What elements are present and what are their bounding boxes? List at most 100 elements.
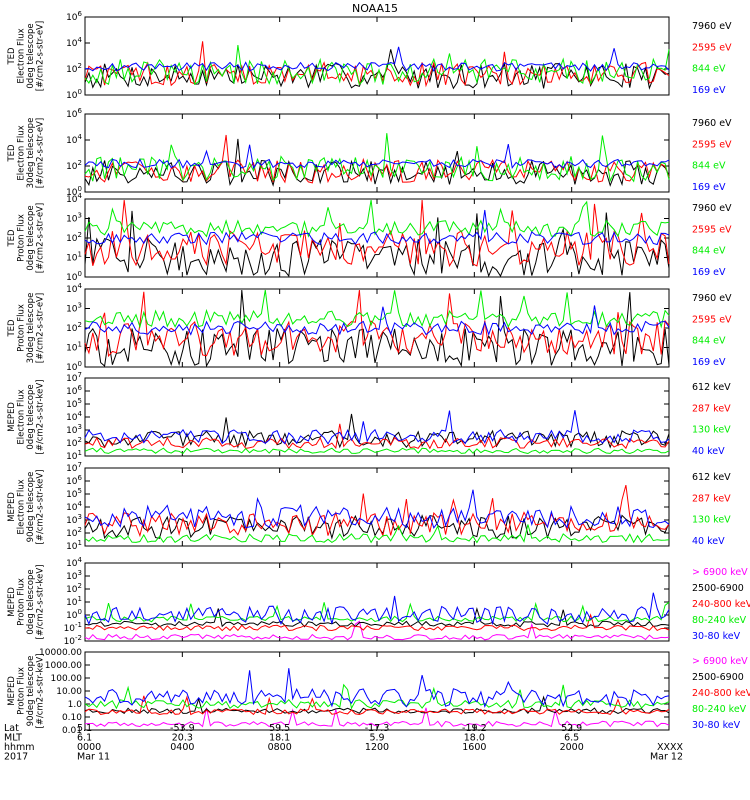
y-tick-label: 103 xyxy=(66,423,82,436)
legend-entry: 2595 eV xyxy=(692,314,732,325)
y-tick-label: 1000.00 xyxy=(45,661,82,671)
y-tick-label: 101 xyxy=(66,595,82,608)
x-axis-value: Mar 12 xyxy=(650,752,683,763)
series-line-3 xyxy=(84,199,670,239)
y-tick-label: 0.01 xyxy=(62,726,82,736)
y-tick-label: 101 xyxy=(66,341,82,354)
series-line-4 xyxy=(84,489,670,529)
series-line-2 xyxy=(84,289,670,358)
y-tick-label: 100 xyxy=(66,88,82,101)
series-line-3 xyxy=(84,695,670,716)
series-line-3 xyxy=(84,133,670,183)
legend-entry: 40 keV xyxy=(692,446,725,457)
y-tick-label: 0.10 xyxy=(62,713,82,723)
y-tick-label: 104 xyxy=(66,282,82,295)
y-tick-label: 102 xyxy=(66,62,82,75)
legend-entry: 844 eV xyxy=(692,64,726,75)
x-axis-value: 1200 xyxy=(365,742,389,753)
y-tick-label: 105 xyxy=(66,397,82,410)
y-axis-label: MEPEDProton Flux0deg telescope[#/cm2-s-s… xyxy=(7,565,46,640)
series-line-3 xyxy=(84,613,670,632)
y-tick-label: 104 xyxy=(66,133,82,146)
legend-entry: 7960 eV xyxy=(692,293,732,304)
legend-entry: 844 eV xyxy=(692,336,726,347)
legend-entry: 7960 eV xyxy=(692,118,732,129)
legend-entry: 80-240 keV xyxy=(692,704,747,715)
legend-entry: 40 keV xyxy=(692,536,725,547)
y-axis-label: TEDElectron Flux30deg telescope[#/cm2-s-… xyxy=(7,118,46,189)
panel-frame xyxy=(84,651,670,731)
legend-entry: 30-80 keV xyxy=(692,631,741,642)
y-tick-label: 105 xyxy=(66,487,82,500)
legend-entry: 2595 eV xyxy=(692,42,732,53)
series-line-4 xyxy=(84,410,670,445)
legend-entry: 612 keV xyxy=(692,472,731,483)
x-axis-value: Mar 11 xyxy=(77,752,110,763)
y-tick-label: 103 xyxy=(66,212,82,225)
series-line-5 xyxy=(84,592,670,626)
y-axis-label: MEPEDProton Flux90deg telescope[#/cm2-s-… xyxy=(7,654,46,729)
legend-entry: 287 keV xyxy=(692,403,731,414)
panel-frame xyxy=(84,16,670,96)
legend-entry: > 6900 keV xyxy=(692,656,748,667)
legend-entry: 844 eV xyxy=(692,161,726,172)
y-tick-label: 103 xyxy=(66,569,82,582)
y-tick-label: 104 xyxy=(66,36,82,49)
series-line-2 xyxy=(84,41,670,88)
x-axis-value: 18.0 xyxy=(464,733,485,744)
series-line-1 xyxy=(84,210,670,278)
series-line-4 xyxy=(84,683,670,710)
legend-entry: 30-80 keV xyxy=(692,720,741,731)
y-tick-label: 104 xyxy=(66,556,82,569)
y-tick-label: 103 xyxy=(66,513,82,526)
series-line-1 xyxy=(84,138,670,187)
y-tick-label: 101 xyxy=(66,539,82,552)
x-row-label: MLT xyxy=(4,733,22,744)
x-axis-value: -19.2 xyxy=(462,723,487,734)
series-line-1 xyxy=(84,620,670,641)
x-row-label: Lat xyxy=(4,723,19,734)
series-line-3 xyxy=(84,524,670,544)
y-tick-label: 10-2 xyxy=(64,634,82,647)
legend-entry: 2595 eV xyxy=(692,139,732,150)
y-tick-label: 106 xyxy=(66,107,82,120)
x-axis-value: 5.9 xyxy=(369,733,384,744)
series-line-1 xyxy=(84,289,670,368)
x-axis-value: 18.1 xyxy=(269,733,290,744)
legend-entry: 240-800 keV xyxy=(692,688,750,699)
y-tick-label: 10.00 xyxy=(56,687,82,697)
series-line-5 xyxy=(84,668,670,708)
y-axis-label: TEDProton Flux30deg telescope[#/cm2-s-st… xyxy=(7,293,46,364)
x-axis-value: 0000 xyxy=(77,742,101,753)
x-axis-value: 20.3 xyxy=(172,733,193,744)
series-line-2 xyxy=(84,606,670,628)
legend-entry: > 6900 keV xyxy=(692,567,748,578)
y-tick-label: 100 xyxy=(66,608,82,621)
panel-1: 100 102 104 106 TEDElectron Flux0deg telesco… xyxy=(7,10,732,101)
y-tick-label: 100.00 xyxy=(51,674,83,684)
y-tick-label: 102 xyxy=(66,321,82,334)
y-tick-label: 102 xyxy=(66,526,82,539)
series-line-2 xyxy=(84,695,670,715)
y-axis-label: MEPEDElectron Flux90deg telescope[#/cm2-… xyxy=(7,470,46,545)
series-line-1 xyxy=(84,413,670,449)
x-row-label: 2017 xyxy=(4,752,28,763)
series-line-4 xyxy=(84,46,670,72)
legend-entry: 169 eV xyxy=(692,182,726,193)
y-tick-label: 10-1 xyxy=(64,621,82,634)
x-axis-value: 1600 xyxy=(462,742,486,753)
y-axis-label: MEPEDElectron Flux0deg telescope[#/cm2-s… xyxy=(7,380,46,455)
x-axis-value: 59.5 xyxy=(269,723,290,734)
y-tick-label: 102 xyxy=(66,159,82,172)
legend-entry: 130 keV xyxy=(692,515,731,526)
panel-frame xyxy=(84,113,670,193)
legend-entry: 240-800 keV xyxy=(692,599,750,610)
legend-entry: 2500-6900 xyxy=(692,583,744,594)
series-line-2 xyxy=(84,199,670,268)
y-tick-label: 104 xyxy=(66,410,82,423)
legend-entry: 287 keV xyxy=(692,493,731,504)
